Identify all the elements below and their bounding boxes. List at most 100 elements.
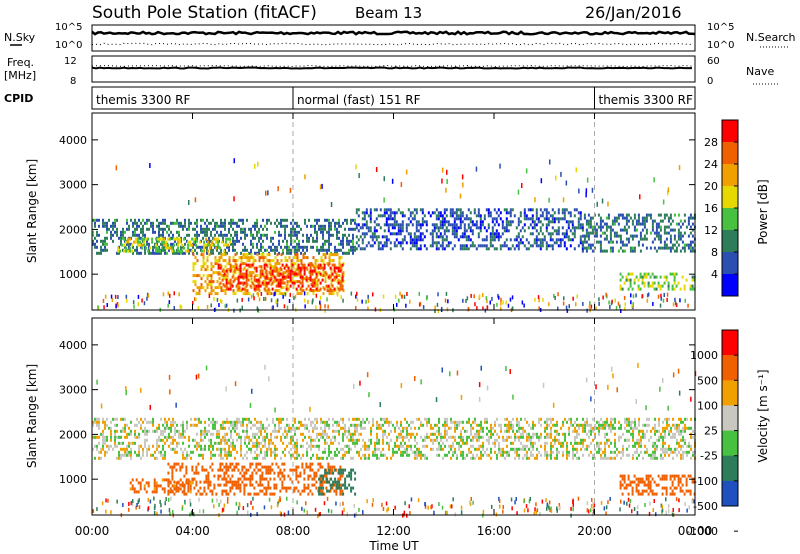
heatmap-cell (176, 251, 178, 255)
heatmap-cell (216, 230, 218, 234)
heatmap-cell (633, 213, 636, 217)
heatmap-cell (419, 301, 422, 306)
heatmap-cell (155, 249, 158, 253)
heatmap-cell (409, 232, 412, 236)
heatmap-cell (316, 265, 319, 269)
heatmap-cell (256, 420, 258, 424)
heatmap-cell (336, 292, 339, 297)
heatmap-cell (676, 447, 678, 451)
heatmap-cell (236, 277, 239, 281)
heatmap-cell (573, 232, 576, 236)
heatmap-cell (248, 256, 251, 260)
heatmap-cell (666, 426, 668, 430)
heatmap-cell (563, 214, 566, 218)
heatmap-cell (338, 423, 340, 427)
heatmap-cell (354, 426, 356, 430)
heatmap-cell (172, 233, 174, 237)
heatmap-cell (669, 249, 672, 253)
heatmap-cell (94, 242, 96, 246)
heatmap-cell (669, 246, 672, 250)
nsky-trace (91, 30, 696, 36)
heatmap-cell (476, 429, 478, 433)
heatmap-cell (208, 447, 210, 451)
heatmap-cell (369, 244, 372, 248)
heatmap-cell (270, 438, 272, 442)
heatmap-cell (416, 441, 418, 445)
heatmap-cell (286, 245, 288, 249)
heatmap-cell (307, 284, 310, 288)
heatmap-cell (260, 245, 262, 249)
heatmap-cell (208, 236, 210, 240)
heatmap-cell (376, 426, 378, 430)
heatmap-cell (384, 420, 386, 424)
heatmap-cell (614, 444, 616, 448)
heatmap-cell (106, 236, 108, 240)
heatmap-cell (232, 239, 234, 243)
heatmap-cell (319, 303, 322, 308)
heatmap-cell (379, 247, 382, 251)
heatmap-cell (318, 251, 320, 255)
heatmap-cell (572, 450, 574, 454)
heatmap-cell (393, 211, 396, 215)
heatmap-cell (138, 218, 140, 222)
heatmap-cell (324, 438, 326, 442)
heatmap-cell (596, 444, 598, 448)
heatmap-cell (612, 456, 614, 460)
heatmap-cell (643, 272, 646, 276)
heatmap-cell (311, 272, 314, 276)
heatmap-cell (445, 220, 448, 224)
heatmap-cell (524, 453, 526, 457)
heatmap-cell (320, 227, 322, 231)
heatmap-cell (513, 214, 516, 218)
heatmap-cell (278, 420, 280, 424)
heatmap-cell (258, 426, 260, 430)
heatmap-cell (553, 241, 556, 245)
heatmap-cell (457, 208, 460, 212)
heatmap-cell (157, 237, 160, 241)
heatmap-cell (383, 223, 386, 227)
heatmap-cell (177, 243, 180, 247)
heatmap-cell (548, 423, 550, 427)
heatmap-cell (164, 429, 166, 433)
heatmap-cell (203, 246, 206, 250)
heatmap-cell (546, 435, 548, 439)
heatmap-cell (240, 447, 242, 451)
heatmap-cell (459, 244, 462, 248)
heatmap-cell (525, 238, 528, 242)
heatmap-cell (302, 438, 304, 442)
heatmap-cell (579, 211, 582, 215)
heatmap-cell (460, 429, 462, 433)
heatmap-cell (254, 456, 256, 460)
heatmap-cell (224, 450, 226, 454)
heatmap-cell (137, 294, 140, 299)
heatmap-cell (532, 447, 534, 451)
heatmap-cell (619, 234, 622, 238)
heatmap-cell (187, 243, 190, 247)
heatmap-cell (327, 284, 330, 288)
heatmap-cell (142, 227, 144, 231)
heatmap-cell (659, 234, 662, 238)
heatmap-cell (532, 423, 534, 427)
heatmap-cell (152, 227, 154, 231)
heatmap-cell (278, 292, 281, 296)
heatmap-cell (465, 238, 468, 242)
heatmap-cell (96, 239, 98, 243)
heatmap-cell (138, 453, 140, 457)
heatmap-cell (355, 306, 357, 310)
heatmap-cell (480, 426, 482, 430)
heatmap-cell (442, 456, 444, 460)
heatmap-cell (284, 429, 286, 433)
heatmap-cell (496, 432, 498, 436)
heatmap-cell (468, 420, 470, 424)
heatmap-cell (669, 272, 672, 276)
heatmap-cell (336, 236, 338, 240)
heatmap-cell (227, 281, 230, 285)
heatmap-cell (157, 249, 160, 253)
heatmap-cell (507, 229, 510, 233)
heatmap-cell (506, 423, 508, 427)
heatmap-cell (489, 214, 492, 218)
heatmap-cell (640, 435, 642, 439)
heatmap-cell (150, 221, 152, 225)
heatmap-cell (435, 208, 438, 212)
heatmap-cell (330, 202, 333, 207)
